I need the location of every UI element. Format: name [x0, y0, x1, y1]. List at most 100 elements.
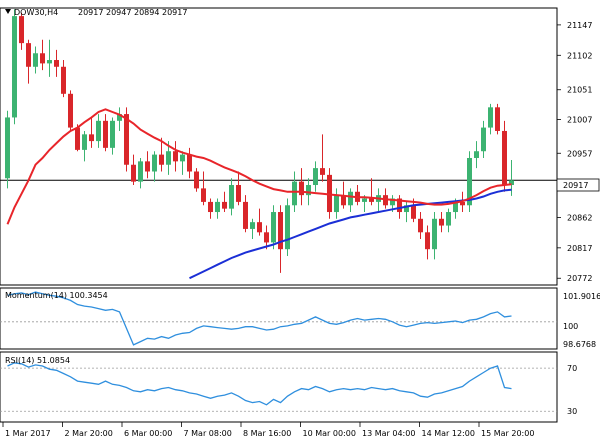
rsi-label: RSI(14) 51.0854	[5, 356, 70, 365]
time-tick-label: 15 Mar 20:00	[481, 429, 534, 438]
time-tick-label: 1 Mar 2017	[5, 429, 51, 438]
candle-body	[194, 171, 199, 189]
candle-body	[474, 151, 479, 158]
candle-body	[75, 127, 80, 150]
momentum-panel-frame	[0, 287, 558, 350]
time-tick-label: 10 Mar 00:00	[303, 429, 356, 438]
candle-body	[243, 201, 248, 229]
candle-body	[299, 181, 304, 196]
candle-body	[411, 205, 416, 219]
candle-body	[404, 205, 409, 213]
momentum-panel[interactable]: Momentum(14) 100.3454 101.9016 100 98.67…	[0, 287, 600, 350]
candle-body	[12, 16, 17, 118]
candle-body	[292, 181, 297, 206]
candle-body	[264, 232, 269, 243]
candle-body	[54, 60, 59, 67]
time-tick-label: 13 Mar 04:00	[362, 429, 415, 438]
collapse-triangle-icon[interactable]	[5, 9, 11, 14]
candle-body	[467, 157, 472, 206]
candle-body	[103, 120, 108, 148]
momentum-tick-bottom: 98.6768	[563, 340, 596, 349]
candle-body	[145, 161, 150, 172]
candle-body	[362, 198, 367, 202]
candle-body	[348, 191, 353, 206]
candle-body	[460, 201, 465, 206]
candle-body	[222, 201, 227, 209]
candle-body	[124, 114, 129, 165]
candle-body	[47, 60, 52, 64]
candle-body	[152, 154, 157, 172]
rsi-tick-70: 70	[567, 364, 577, 373]
candle-body	[439, 218, 444, 226]
price-tick-label: 21007	[567, 115, 592, 124]
candle-body	[488, 107, 493, 128]
main-price-panel[interactable]: 2114721102210512100720957209122086220817…	[0, 7, 600, 286]
candle-body	[250, 222, 255, 229]
candle-body	[89, 134, 94, 142]
candle-body	[166, 151, 171, 165]
rsi-panel[interactable]: RSI(14) 51.0854 70 30	[0, 351, 577, 423]
candle-body	[341, 195, 346, 206]
candle-body	[82, 134, 87, 150]
candle-body	[33, 53, 38, 67]
price-tick-label: 20957	[567, 149, 592, 158]
candle-body	[320, 168, 325, 175]
time-tick-label: 7 Mar 08:00	[184, 429, 232, 438]
candle-body	[201, 188, 206, 202]
price-tick-label: 20862	[567, 213, 592, 222]
price-tick-label: 21147	[567, 21, 592, 30]
candle-body	[236, 185, 241, 202]
candlestick-series	[5, 9, 514, 273]
price-axis: 2114721102210512100720957209122086220817…	[557, 21, 592, 283]
candle-body	[313, 168, 318, 186]
candle-body	[208, 201, 213, 213]
candle-body	[446, 212, 451, 226]
candle-body	[278, 212, 283, 250]
momentum-label: Momentum(14) 100.3454	[5, 291, 108, 300]
candle-body	[117, 114, 122, 121]
candle-body	[495, 107, 500, 131]
price-tick-label: 20817	[567, 244, 592, 253]
rsi-tick-30: 30	[567, 407, 577, 416]
current-price-box	[556, 178, 600, 192]
candle-body	[481, 127, 486, 152]
candle-body	[180, 154, 185, 162]
price-tick-label: 21102	[567, 51, 592, 60]
candle-body	[271, 212, 276, 243]
momentum-line	[7, 291, 512, 346]
candle-body	[61, 66, 66, 94]
candle-body	[327, 174, 332, 213]
time-tick-label: 8 Mar 16:00	[243, 429, 291, 438]
candle-body	[509, 180, 514, 186]
momentum-tick-top: 101.9016	[563, 292, 600, 301]
price-tick-label: 21051	[567, 86, 592, 95]
candle-body	[229, 185, 234, 209]
candle-body	[19, 16, 24, 44]
candle-body	[432, 218, 437, 250]
sma-red-line	[6, 108, 512, 225]
candle-body	[383, 195, 388, 206]
sma-blue-line	[189, 188, 512, 280]
candle-body	[131, 164, 136, 182]
time-tick-label: 2 Mar 20:00	[65, 429, 113, 438]
rsi-line	[7, 362, 512, 406]
momentum-tick-mid: 100	[563, 322, 578, 331]
ohlc-label: 20917 20947 20894 20917	[78, 8, 187, 17]
rsi-panel-frame	[0, 351, 558, 423]
price-tick-label: 20772	[567, 274, 592, 283]
current-price-label: 20917	[563, 181, 588, 190]
candle-body	[96, 120, 101, 142]
candle-body	[215, 201, 220, 213]
candle-body	[68, 93, 73, 128]
time-axis: 1 Mar 2017 2 Mar 20:00 6 Mar 00:00 7 Mar 08…	[2, 422, 534, 438]
candle-body	[110, 120, 115, 148]
candle-body	[173, 151, 178, 162]
candle-body	[26, 43, 31, 67]
candle-body	[418, 218, 423, 233]
candle-body	[390, 198, 395, 206]
candle-body	[285, 205, 290, 250]
candle-body	[334, 195, 339, 213]
symbol-label: DOW30,H4	[14, 8, 58, 17]
candle-body	[397, 198, 402, 213]
